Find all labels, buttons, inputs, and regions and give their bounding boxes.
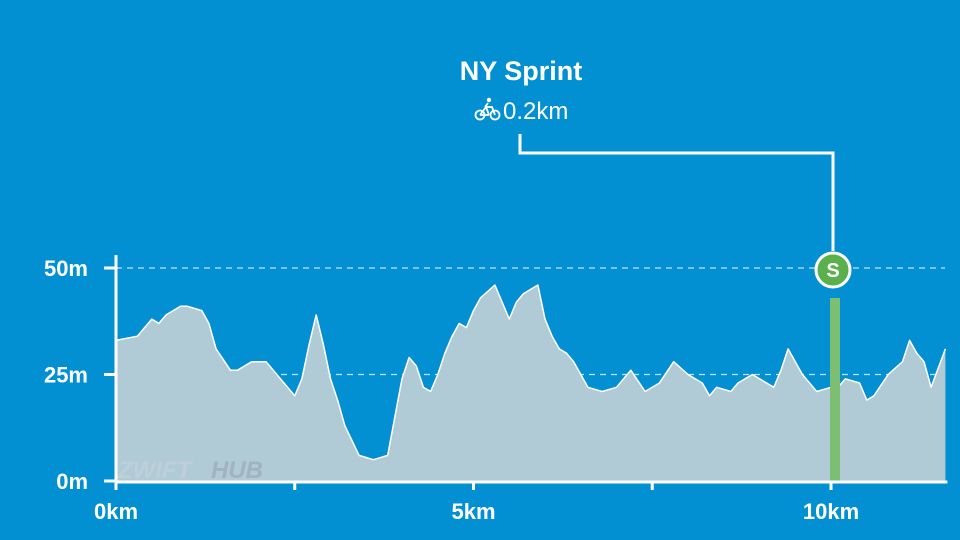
elevation-area: [116, 285, 946, 481]
gridlines: 0m 25m 50m: [44, 256, 945, 494]
elevation-line: [115, 284, 947, 461]
segment-leader-line: [518, 134, 835, 251]
x-tick-label-1: 5km: [451, 499, 495, 524]
sprint-badge-letter: S: [826, 260, 839, 282]
bicycle-icon: [474, 97, 501, 121]
watermark-hub: HUB: [211, 457, 263, 484]
y-tick-label-1: 25m: [44, 363, 88, 388]
sprint-segment-band: [830, 298, 840, 481]
sprint-badge[interactable]: S: [814, 251, 852, 289]
zwifthub-watermark: ZWIFT HUB: [117, 457, 263, 484]
watermark-zwift: ZWIFT: [117, 457, 194, 484]
segment-title: NY Sprint: [460, 56, 583, 86]
y-tick-label-0: 0m: [56, 469, 88, 494]
segment-length: 0.2km: [503, 98, 568, 125]
sprint-badge-circle: [814, 251, 852, 289]
axes: 0km 5km 10km: [94, 255, 948, 524]
y-tick-label-2: 50m: [44, 256, 88, 281]
x-tick-label-0: 0km: [94, 499, 138, 524]
x-tick-label-2: 10km: [803, 499, 859, 524]
